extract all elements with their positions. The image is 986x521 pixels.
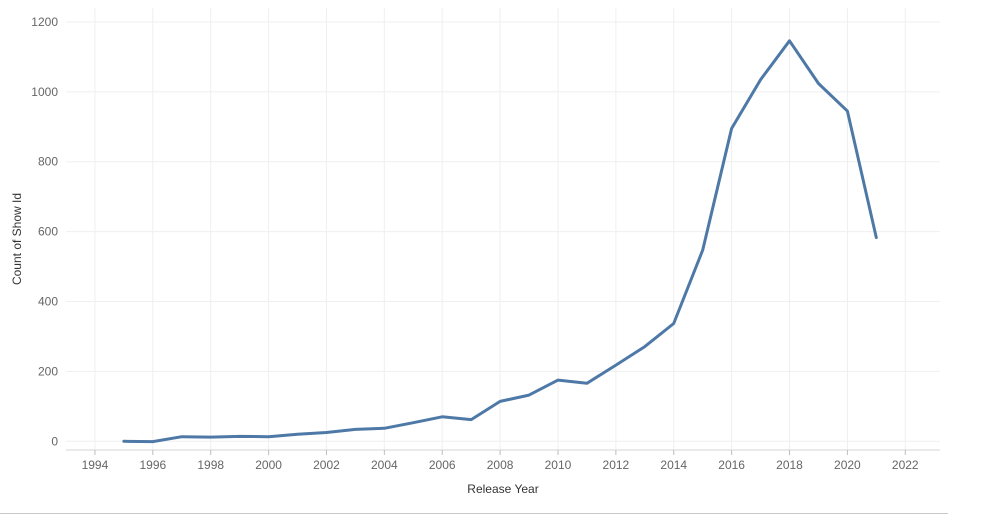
y-tick-label: 800 — [38, 155, 58, 169]
y-tick-label: 0 — [51, 434, 58, 448]
y-tick-label: 1000 — [31, 85, 58, 99]
x-tick-label: 2016 — [718, 458, 745, 472]
y-tick-label: 600 — [38, 225, 58, 239]
x-tick-label: 2022 — [892, 458, 919, 472]
x-tick-label: 2006 — [429, 458, 456, 472]
x-tick-label: 2004 — [371, 458, 398, 472]
y-tick-label: 400 — [38, 295, 58, 309]
y-tick-label: 1200 — [31, 15, 58, 29]
x-tick-label: 2008 — [487, 458, 514, 472]
x-tick-label: 2014 — [660, 458, 687, 472]
y-axis-ticks: 0 200 400 600 800 1000 1200 — [31, 15, 58, 448]
x-axis-ticks: 1994 1996 1998 2000 2002 2004 2006 2008 2010 2012… — [82, 450, 919, 472]
x-tick-label: 2010 — [545, 458, 572, 472]
x-tick-label: 1996 — [139, 458, 166, 472]
y-tick-label: 200 — [38, 364, 58, 378]
x-tick-label: 2012 — [603, 458, 630, 472]
series-line — [122, 39, 878, 444]
x-tick-label: 1998 — [197, 458, 224, 472]
x-tick-label: 2002 — [313, 458, 340, 472]
y-axis-title: Count of Show Id — [10, 193, 24, 285]
x-tick-label: 1994 — [82, 458, 109, 472]
series-layer — [122, 39, 878, 444]
x-tick-label: 2000 — [255, 458, 282, 472]
y-gridlines — [66, 21, 940, 442]
x-tick-label: 2018 — [776, 458, 803, 472]
x-axis-title: Release Year — [467, 482, 538, 496]
x-tick-label: 2020 — [834, 458, 861, 472]
x-gridlines — [94, 8, 906, 450]
